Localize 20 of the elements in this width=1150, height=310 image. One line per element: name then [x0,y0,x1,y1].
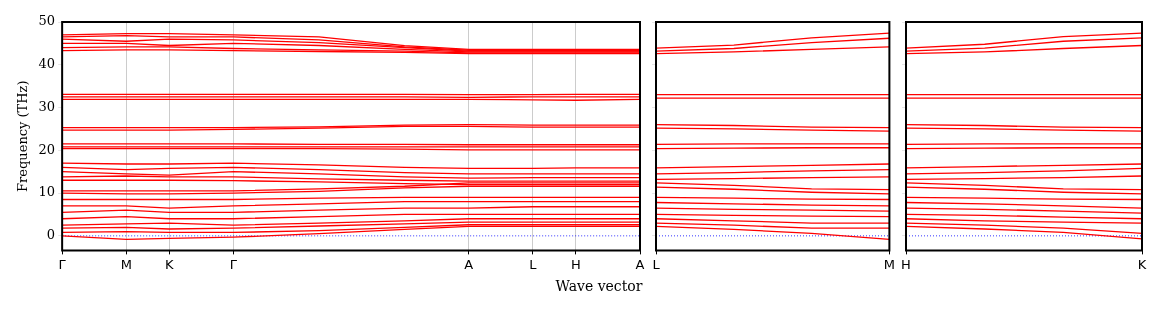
x-tick-label: A [464,256,474,272]
x-tick-label: K [1137,256,1147,272]
y-tick-label: 40 [38,56,56,72]
x-tick-label: L [652,256,661,272]
y-tick-label: 0 [46,227,56,243]
x-tick-label: K [164,256,174,272]
x-tick-label: H [570,256,581,272]
x-tick-label: M [120,256,132,272]
x-tick-label: H [901,256,911,272]
x-tick-label: M [883,256,895,272]
y-tick-label: 20 [38,141,56,157]
x-tick-label: Γ [229,256,238,272]
x-tick-label: A [635,256,645,272]
y-axis-title: Frequency (THz) [15,80,31,192]
y-tick-label: 10 [38,184,56,200]
x-tick-label: Γ [58,256,67,272]
y-tick-label: 50 [38,13,56,29]
x-tick-label: L [529,256,538,272]
x-axis-title: Wave vector [554,278,644,294]
y-tick-label: 30 [38,98,56,114]
